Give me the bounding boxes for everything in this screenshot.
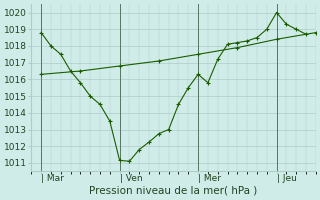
X-axis label: Pression niveau de la mer( hPa ): Pression niveau de la mer( hPa ) bbox=[90, 186, 258, 196]
